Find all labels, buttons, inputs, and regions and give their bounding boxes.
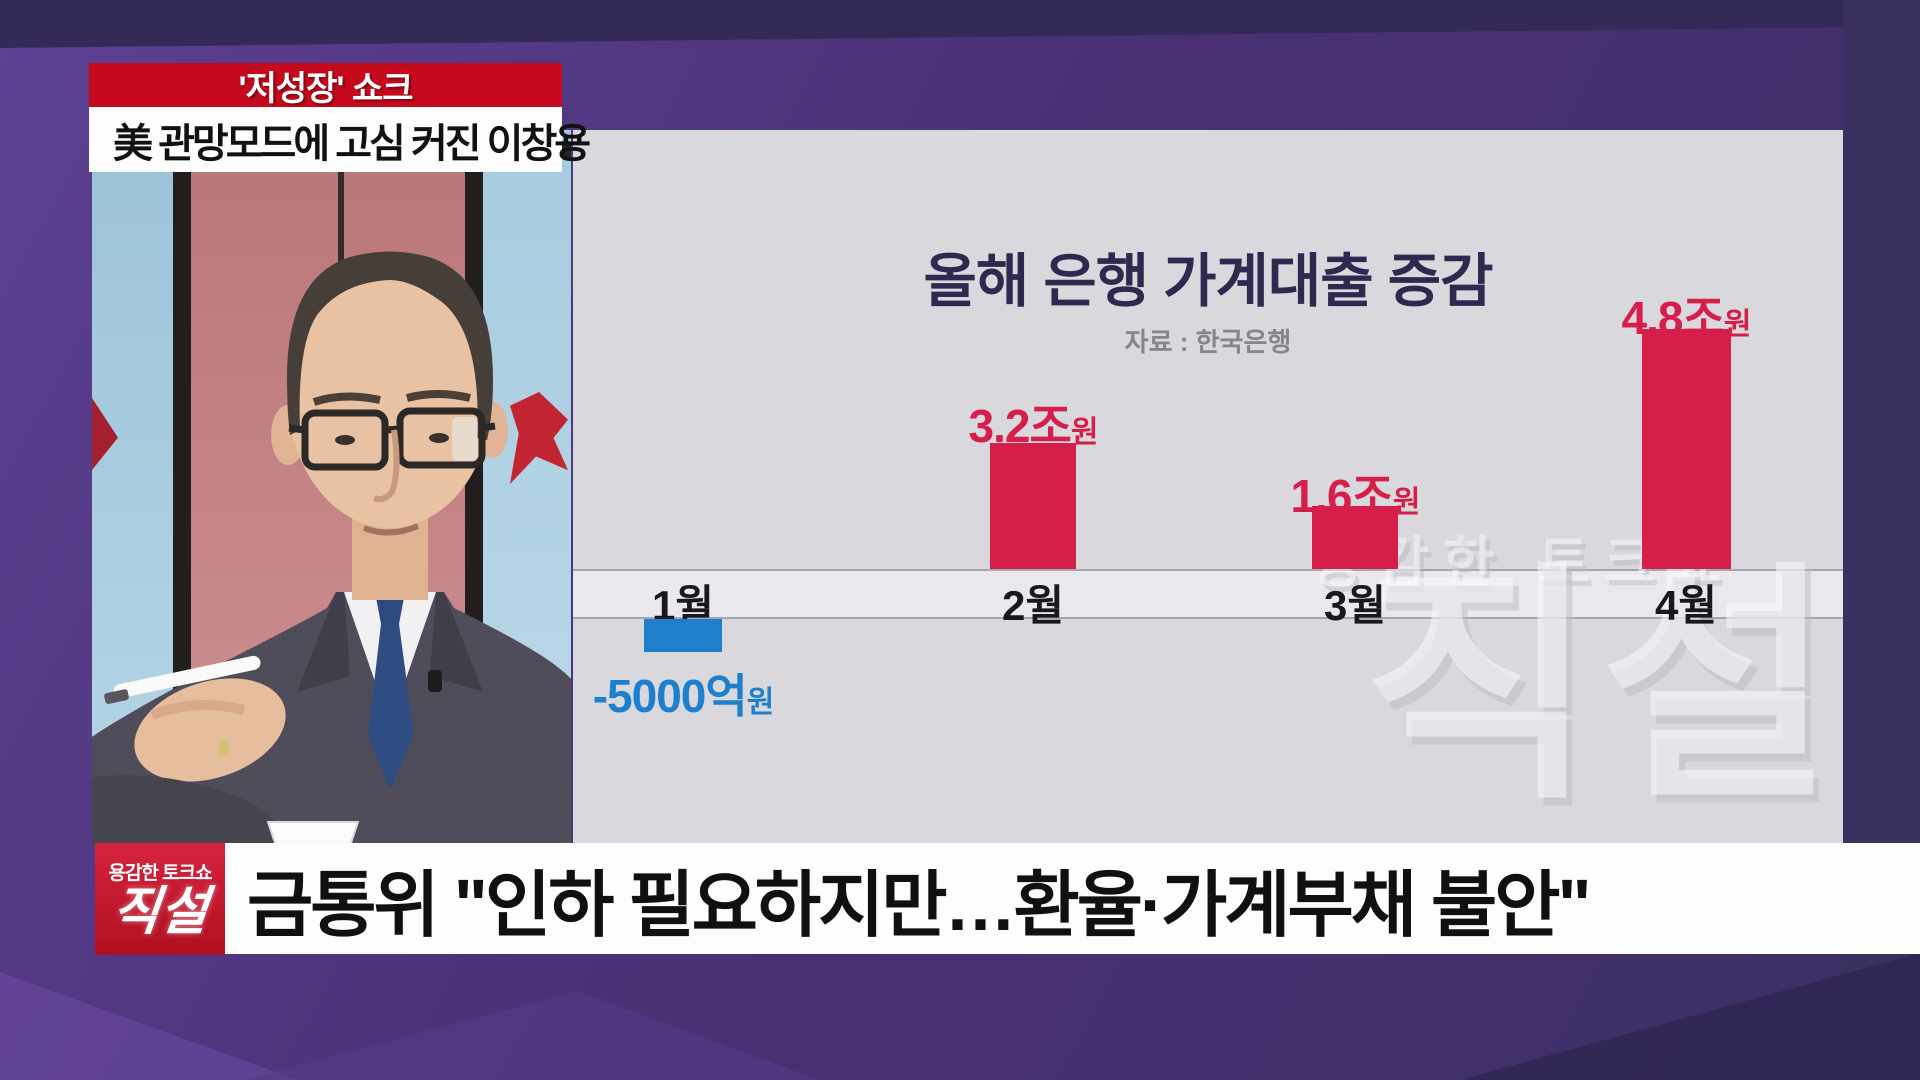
chart-axis-band — [573, 569, 1843, 619]
guest-fingers — [150, 700, 246, 720]
value-main: -5000억 — [592, 670, 748, 722]
value-main: 3.2조 — [968, 400, 1072, 452]
studio-wall-frame — [173, 130, 191, 846]
headline-text: 금통위 "인하 필요하지만…환율·가계부채 불안" — [247, 866, 1592, 946]
value-label-march: 1.6조원 — [1185, 460, 1525, 526]
guest-glasses-glint — [452, 417, 478, 461]
bar-january — [644, 619, 722, 652]
value-label-january: -5000억원 — [573, 660, 853, 726]
topic-banner: '저성장' 쇼크 — [89, 63, 562, 108]
watermark-show-name: 직설 — [1363, 547, 1839, 828]
value-unit: 원 — [1392, 486, 1421, 519]
guest-eyebrow-left — [312, 392, 381, 406]
subtopic-banner: 美 관망모드에 고심 커진 이창용 — [89, 107, 591, 172]
value-main: 1.6조 — [1290, 470, 1394, 522]
guest-sleeve — [92, 775, 307, 846]
value-label-february: 3.2조원 — [863, 390, 1203, 456]
headline-ticker: 금통위 "인하 필요하지만…환율·가계부채 불안" — [225, 843, 1920, 954]
guest-nose — [372, 429, 400, 503]
value-unit: 원 — [746, 686, 775, 719]
value-unit: 원 — [1070, 416, 1099, 449]
guest-eyebrow-right — [405, 390, 471, 402]
guest-mouth — [362, 523, 420, 536]
bar-march — [1312, 506, 1398, 569]
studio-video-feed — [92, 130, 571, 846]
value-unit: 원 — [1723, 308, 1752, 341]
subtopic-banner-text: 美 관망모드에 고심 커진 이창용 — [113, 121, 591, 166]
topic-banner-text: '저성장' 쇼크 — [238, 69, 413, 108]
guest-mic-clip — [428, 670, 442, 692]
background-shape-bottom-left-2 — [244, 991, 820, 1080]
paper-cup — [266, 821, 360, 846]
value-main: 4.8조 — [1621, 292, 1725, 344]
guest-glasses — [288, 407, 496, 471]
x-tick-apr: 4월 — [1655, 582, 1717, 629]
show-logo-name: 직설 — [109, 883, 211, 942]
guest-head — [287, 256, 493, 528]
guest-eye-right — [429, 433, 449, 443]
chart-title: 올해 은행 가계대출 증감 — [923, 249, 1494, 314]
guest-lapel-left — [297, 592, 350, 692]
x-tick-mar: 3월 — [1324, 582, 1386, 629]
guest-tie — [368, 624, 414, 790]
bar-february — [990, 443, 1076, 569]
chart-source: 자료 : 한국은행 — [1124, 327, 1292, 357]
guest-speaker — [92, 251, 571, 846]
value-label-april: 4.8조원 — [1516, 282, 1843, 348]
guest-ring — [218, 740, 229, 757]
x-tick-feb: 2월 — [1002, 582, 1064, 629]
chart-panel: 올해 은행 가계대출 증감 자료 : 한국은행 용감한 토크쇼 직설 1월 2월… — [573, 130, 1843, 846]
background-shape-top — [0, 0, 1920, 48]
guest-eye-left — [335, 435, 355, 445]
pen-tip — [104, 689, 129, 704]
guest-hair — [286, 251, 493, 440]
pen — [113, 655, 261, 699]
bar-april — [1642, 329, 1731, 569]
guest-lapel-right — [430, 592, 483, 692]
show-logo-label: 용감한 토크쇼 — [108, 863, 212, 885]
show-logo: 용감한 토크쇼 직설 — [95, 843, 225, 955]
